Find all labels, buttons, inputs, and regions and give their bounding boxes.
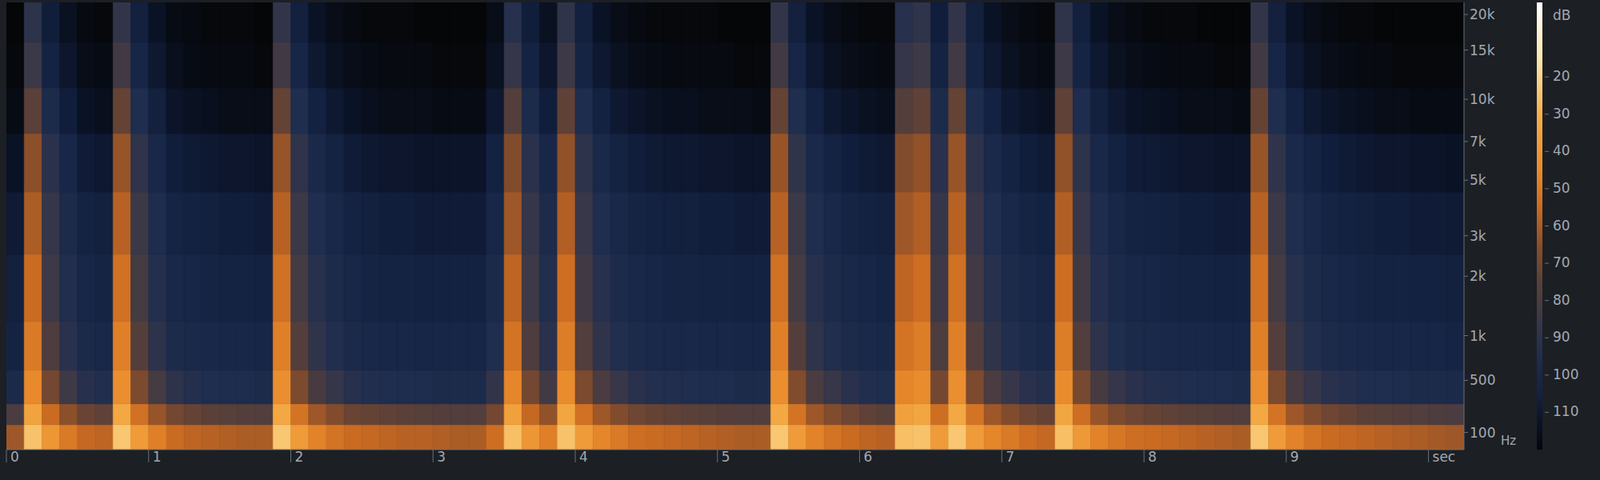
svg-text:30: 30	[1552, 105, 1571, 122]
svg-text:2k: 2k	[1469, 268, 1487, 284]
svg-text:6: 6	[864, 448, 873, 465]
svg-text:10k: 10k	[1469, 91, 1496, 108]
svg-text:4: 4	[579, 448, 588, 465]
svg-text:9: 9	[1290, 448, 1300, 465]
svg-text:500: 500	[1469, 372, 1496, 388]
svg-text:60: 60	[1552, 217, 1571, 234]
svg-text:2: 2	[295, 448, 304, 465]
svg-text:20k: 20k	[1469, 6, 1496, 23]
svg-text:40: 40	[1552, 142, 1571, 159]
svg-text:100: 100	[1469, 424, 1496, 441]
svg-text:90: 90	[1552, 328, 1571, 345]
svg-text:7: 7	[1005, 448, 1015, 465]
svg-text:3: 3	[436, 448, 446, 465]
svg-text:Hz: Hz	[1500, 433, 1516, 448]
svg-text:80: 80	[1552, 292, 1571, 308]
svg-text:5: 5	[721, 448, 731, 465]
svg-text:3k: 3k	[1469, 228, 1487, 244]
svg-text:110: 110	[1552, 403, 1579, 420]
svg-text:50: 50	[1552, 180, 1571, 196]
svg-text:70: 70	[1552, 254, 1571, 271]
svg-text:0: 0	[10, 448, 20, 465]
svg-text:sec: sec	[1432, 448, 1456, 465]
svg-text:15k: 15k	[1469, 42, 1496, 59]
svg-text:dB: dB	[1552, 7, 1571, 24]
svg-text:1: 1	[152, 448, 162, 465]
svg-text:100: 100	[1552, 366, 1579, 383]
svg-text:5k: 5k	[1469, 172, 1487, 188]
svg-text:20: 20	[1552, 68, 1571, 84]
svg-text:7k: 7k	[1469, 133, 1487, 150]
svg-text:8: 8	[1148, 448, 1157, 465]
svg-text:1k: 1k	[1469, 328, 1487, 344]
